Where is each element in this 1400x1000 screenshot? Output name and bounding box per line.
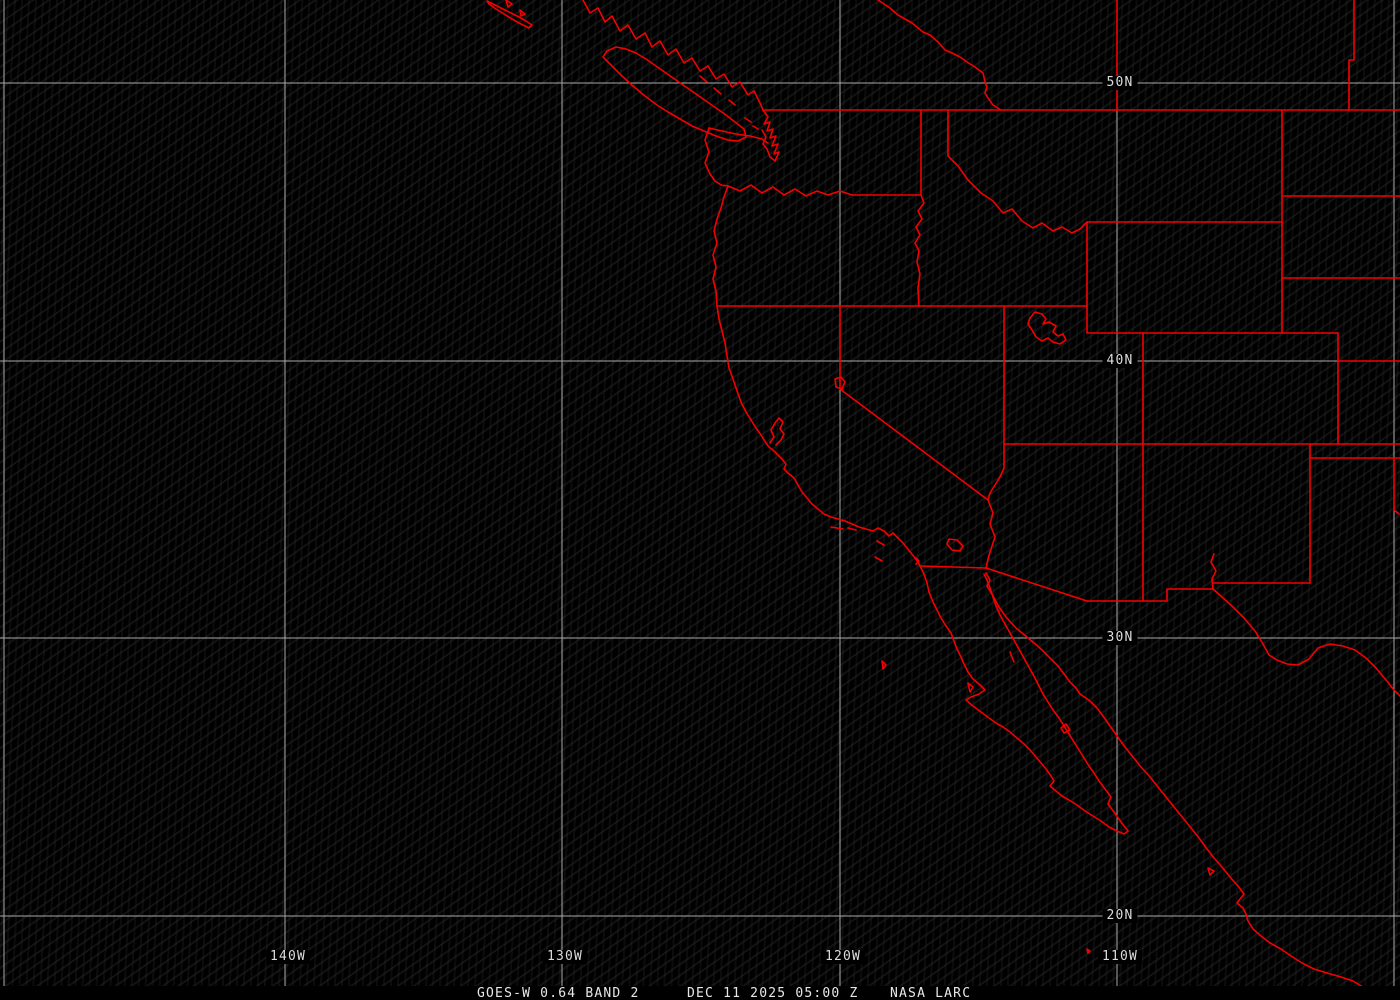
border-bc-alberta-divide xyxy=(877,0,1002,111)
lat-label-40n: 40N xyxy=(1102,354,1138,368)
border-or-id-snake-river xyxy=(914,194,925,307)
coast-vancouver-island xyxy=(602,46,747,142)
lon-label-140w: 140W xyxy=(265,950,311,964)
san-diego-bay xyxy=(915,557,920,565)
border-nv-az-colorado-river xyxy=(987,444,1005,501)
salton-sea xyxy=(946,538,964,552)
coast-oregon-california xyxy=(712,185,921,567)
rio-grande-nm xyxy=(1210,553,1217,590)
island-guadalupe xyxy=(881,660,887,670)
coast-sonora-sinaloa xyxy=(985,572,1366,988)
colorado-river-lower xyxy=(985,499,996,569)
border-saskatchewan-manitoba xyxy=(1348,0,1355,111)
rio-grande-tx-mexico xyxy=(1212,588,1400,697)
border-us-mexico-ca xyxy=(919,565,987,569)
channel-islands xyxy=(830,526,885,562)
border-ca-nv-diagonal xyxy=(839,388,989,501)
caption-product-label: GOES-W 0.64 BAND 2 xyxy=(477,986,640,1000)
border-id-mt-divide xyxy=(947,109,1088,234)
coast-olympic-peninsula xyxy=(704,127,729,187)
coast-baja-west xyxy=(919,565,1129,835)
lat-label-20n: 20N xyxy=(1102,909,1138,923)
great-salt-lake xyxy=(1027,311,1067,345)
coast-bc-mainland xyxy=(582,0,764,111)
islands-georgia-strait xyxy=(699,75,759,130)
coast-baja-east xyxy=(983,573,1129,832)
lake-tahoe xyxy=(834,376,846,390)
border-az-sonora xyxy=(985,567,1088,602)
border-nm-chihuahua-bootheel xyxy=(1086,588,1214,602)
lon-label-120w: 120W xyxy=(820,950,866,964)
border-tx-100w-red-river xyxy=(1393,457,1400,515)
strait-juan-de-fuca xyxy=(708,127,769,144)
columbia-river-wa-or-border xyxy=(727,184,922,197)
islands-gulf-of-california xyxy=(1009,651,1071,734)
island-cedros xyxy=(967,682,974,693)
coast-haida-gwaii xyxy=(486,0,533,29)
islas-marias xyxy=(1086,867,1215,954)
lat-label-30n: 30N xyxy=(1102,631,1138,645)
caption-datetime-label: DEC 11 2025 05:00 Z xyxy=(687,986,859,1000)
caption-bar: GOES-W 0.64 BAND 2 DEC 11 2025 05:00 Z N… xyxy=(0,986,1400,1000)
political-and-coastline-overlay xyxy=(486,0,1400,988)
san-francisco-bay xyxy=(769,417,785,446)
lon-label-110w: 110W xyxy=(1097,950,1143,964)
caption-credit-label: NASA LARC xyxy=(890,986,972,1000)
lat-label-50n: 50N xyxy=(1102,76,1138,90)
puget-sound xyxy=(761,109,780,162)
lon-label-130w: 130W xyxy=(542,950,588,964)
